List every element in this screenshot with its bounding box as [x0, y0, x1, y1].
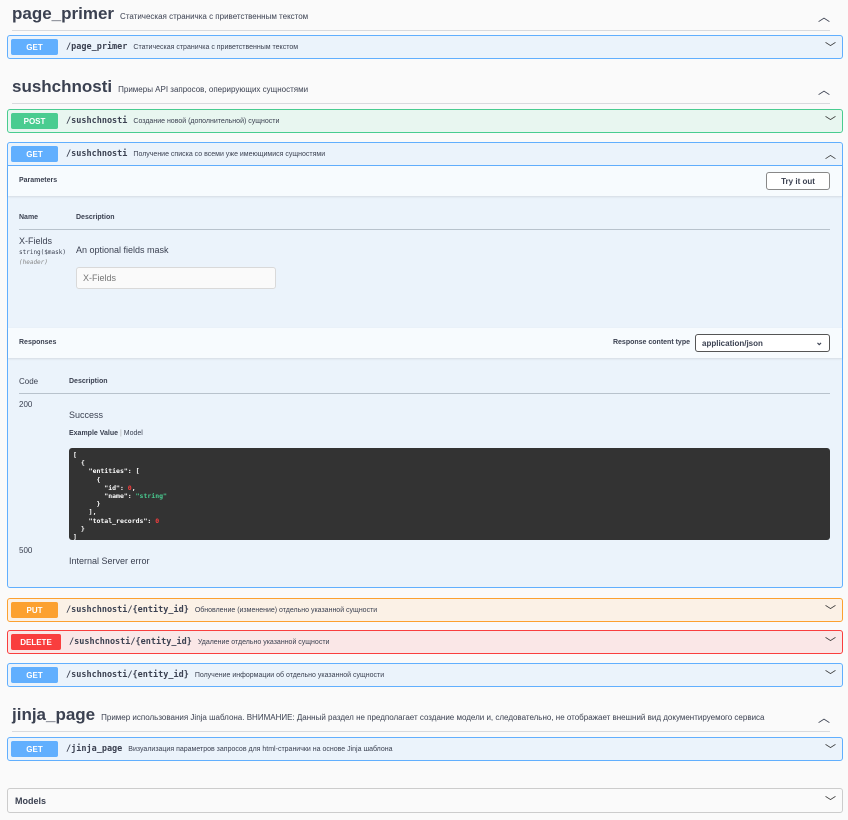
chevron-down-icon[interactable]: ﹀	[825, 42, 836, 54]
responses-bar: Responses Response content type applicat…	[8, 328, 842, 358]
chevron-down-icon[interactable]: ﹀	[825, 744, 836, 756]
divider	[19, 393, 830, 394]
try-it-out-button[interactable]: Try it out	[766, 172, 830, 190]
chevron-down-icon[interactable]: ﹀	[825, 670, 836, 682]
tag-sushchnosti[interactable]: sushchnosti Примеры API запросов, оперир…	[12, 77, 830, 104]
tab-example-value[interactable]: Example Value	[69, 430, 119, 437]
tag-page-primer[interactable]: page_primer Статическая страничка с прив…	[12, 4, 830, 31]
content-type-select[interactable]: application/json ⌄	[695, 334, 830, 352]
divider	[19, 229, 830, 230]
chevron-down-icon[interactable]: ﹀	[825, 637, 836, 649]
operation-get-sushchnosti-entity[interactable]: GET /sushchnosti/{entity_id} Получение и…	[7, 663, 843, 687]
parameters-bar: Parameters Try it out	[8, 166, 842, 196]
chevron-down-icon[interactable]: ﹀	[825, 116, 836, 128]
tab-model[interactable]: Model	[123, 430, 143, 437]
chevron-up-icon[interactable]: ︿	[817, 10, 830, 24]
chevron-up-icon[interactable]: ︿	[817, 83, 830, 97]
operation-put-sushchnosti-entity[interactable]: PUT /sushchnosti/{entity_id} Обновление …	[7, 598, 843, 622]
chevron-down-icon: ⌄	[815, 337, 823, 347]
chevron-down-icon[interactable]: ﹀	[825, 605, 836, 617]
operation-get-page-primer[interactable]: GET /page_primer Статическая страничка с…	[7, 35, 843, 59]
operation-post-sushchnosti[interactable]: POST /sushchnosti Создание новой (дополн…	[7, 109, 843, 133]
chevron-down-icon[interactable]: ﹀	[825, 796, 836, 808]
example-json-code: [ { "entities": [ { "id": 0, "name": "st…	[69, 448, 830, 541]
operation-get-jinja-page[interactable]: GET /jinja_page Визуализация параметров …	[7, 737, 843, 761]
models-section[interactable]: Models ﹀	[7, 788, 843, 813]
x-fields-input[interactable]	[76, 267, 276, 289]
chevron-up-icon[interactable]: ︿	[817, 711, 830, 725]
chevron-up-icon[interactable]: ︿	[825, 149, 836, 161]
operation-header[interactable]: GET /sushchnosti Получение списка со все…	[8, 143, 842, 166]
operation-delete-sushchnosti-entity[interactable]: DELETE /sushchnosti/{entity_id} Удаление…	[7, 630, 843, 654]
operation-get-sushchnosti-expanded: GET /sushchnosti Получение списка со все…	[7, 142, 843, 588]
tag-jinja-page[interactable]: jinja_page Пример использования Jinja ша…	[12, 705, 830, 732]
example-tabs: Example Value | Model	[69, 430, 143, 437]
